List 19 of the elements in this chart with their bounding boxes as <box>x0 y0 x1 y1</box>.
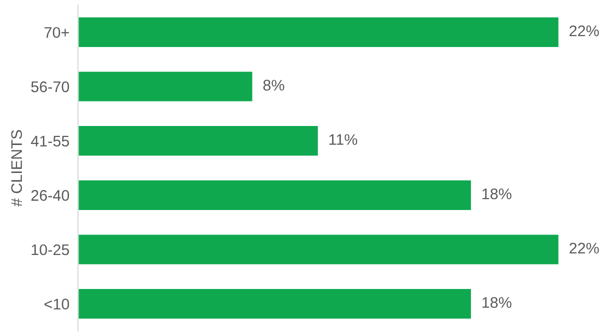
y-tick-label: 56-70 <box>31 81 70 92</box>
y-tick-label: 26-40 <box>31 190 70 201</box>
bar <box>78 124 320 158</box>
bar <box>78 16 560 48</box>
bar <box>78 288 472 320</box>
data-label: 18% <box>482 188 512 200</box>
data-label: 18% <box>482 297 512 308</box>
bar <box>78 178 472 212</box>
y-tick-label: 41-55 <box>30 136 70 147</box>
data-label: 22% <box>570 25 599 36</box>
y-tick-label: 10-25 <box>32 244 70 256</box>
bar <box>78 233 560 266</box>
y-axis-title: # CLIENTS <box>11 130 22 207</box>
data-label: 22% <box>570 242 599 254</box>
bar <box>78 70 254 103</box>
data-label: 11% <box>329 134 358 145</box>
y-tick-label: 70+ <box>44 27 69 38</box>
y-tick-label: <10 <box>44 298 70 310</box>
data-label: 8% <box>263 80 284 91</box>
